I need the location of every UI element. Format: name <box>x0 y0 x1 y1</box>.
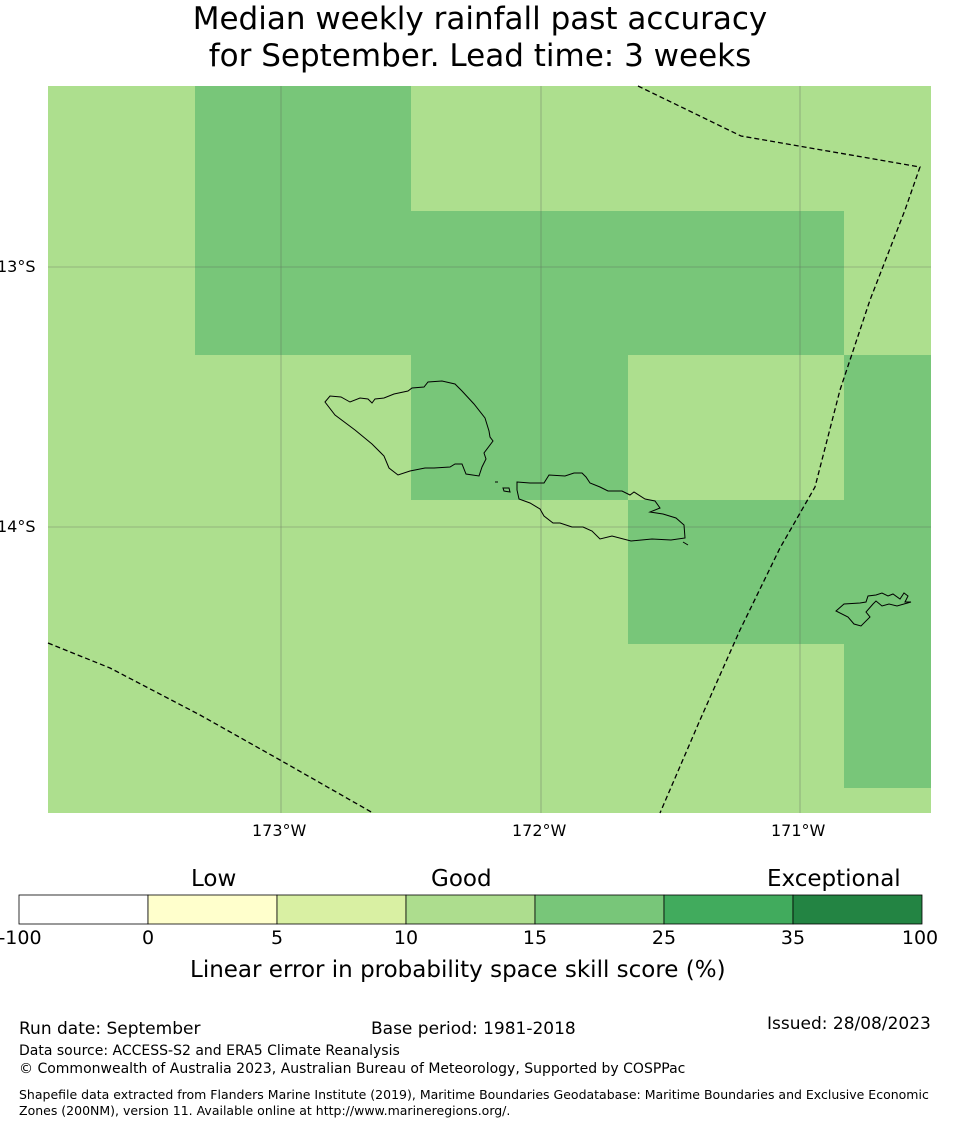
boundary-line-north-east <box>637 85 921 814</box>
colorbar-tick: 10 <box>393 927 419 949</box>
skill-tile <box>195 86 411 211</box>
skill-tiles <box>195 86 931 788</box>
colorbar-segment <box>663 894 794 925</box>
colorbar-segment <box>147 894 278 925</box>
lat-label-14s: 14°S <box>0 517 36 536</box>
shapefile-note: Shapefile data extracted from Flanders M… <box>19 1087 929 1118</box>
colorbar-tick: 35 <box>780 927 806 949</box>
colorbar-segment <box>18 894 149 925</box>
coastlines <box>324 380 912 627</box>
savaii-island-outline <box>324 380 494 477</box>
colorbar-segment <box>792 894 923 925</box>
skill-tile <box>628 500 931 644</box>
colorbar-tick: 5 <box>270 927 284 949</box>
colorbar-tick: -100 <box>0 927 42 949</box>
colorbar-segment <box>405 894 536 925</box>
islet-outline <box>502 487 511 493</box>
map-title-line-2: for September. Lead time: 3 weeks <box>208 38 752 74</box>
lon-label-173w: 173°W <box>252 821 307 840</box>
skill-tile <box>411 355 628 500</box>
upolu-island-outline <box>516 472 686 542</box>
colorbar-axis-label: Linear error in probability space skill … <box>190 957 726 983</box>
copyright-notice: © Commonwealth of Australia 2023, Austra… <box>19 1061 686 1077</box>
islet-outline <box>682 541 689 546</box>
base-period: Base period: 1981-2018 <box>371 1019 576 1039</box>
colorbar-tick: 100 <box>901 927 939 949</box>
colorbar-segment <box>534 894 665 925</box>
colorbar-category-exceptional: Exceptional <box>767 866 901 892</box>
colorbar-segment <box>276 894 407 925</box>
colorbar-category-good: Good <box>431 866 492 892</box>
skill-tile <box>844 644 931 788</box>
lon-label-171w: 171°W <box>771 821 826 840</box>
lat-label-13s: 13°S <box>0 257 36 276</box>
gridlines <box>48 86 931 813</box>
eez-boundaries <box>47 85 921 814</box>
colorbar-tick: 25 <box>651 927 677 949</box>
colorbar-tick: 0 <box>141 927 155 949</box>
colorbar-tick: 15 <box>522 927 548 949</box>
skill-tile <box>195 211 844 355</box>
lon-label-172w: 172°W <box>512 821 567 840</box>
boundary-line-south-west <box>47 642 374 814</box>
issued-date: Issued: 28/08/2023 <box>767 1014 931 1034</box>
skill-tile <box>844 355 931 500</box>
colorbar-category-low: Low <box>191 866 237 892</box>
map-title-line-1: Median weekly rainfall past accuracy <box>192 1 768 37</box>
data-source: Data source: ACCESS-S2 and ERA5 Climate … <box>19 1043 400 1059</box>
tutuila-island-outline <box>835 592 912 627</box>
colorbar <box>18 894 923 925</box>
run-date: Run date: September <box>19 1019 201 1039</box>
